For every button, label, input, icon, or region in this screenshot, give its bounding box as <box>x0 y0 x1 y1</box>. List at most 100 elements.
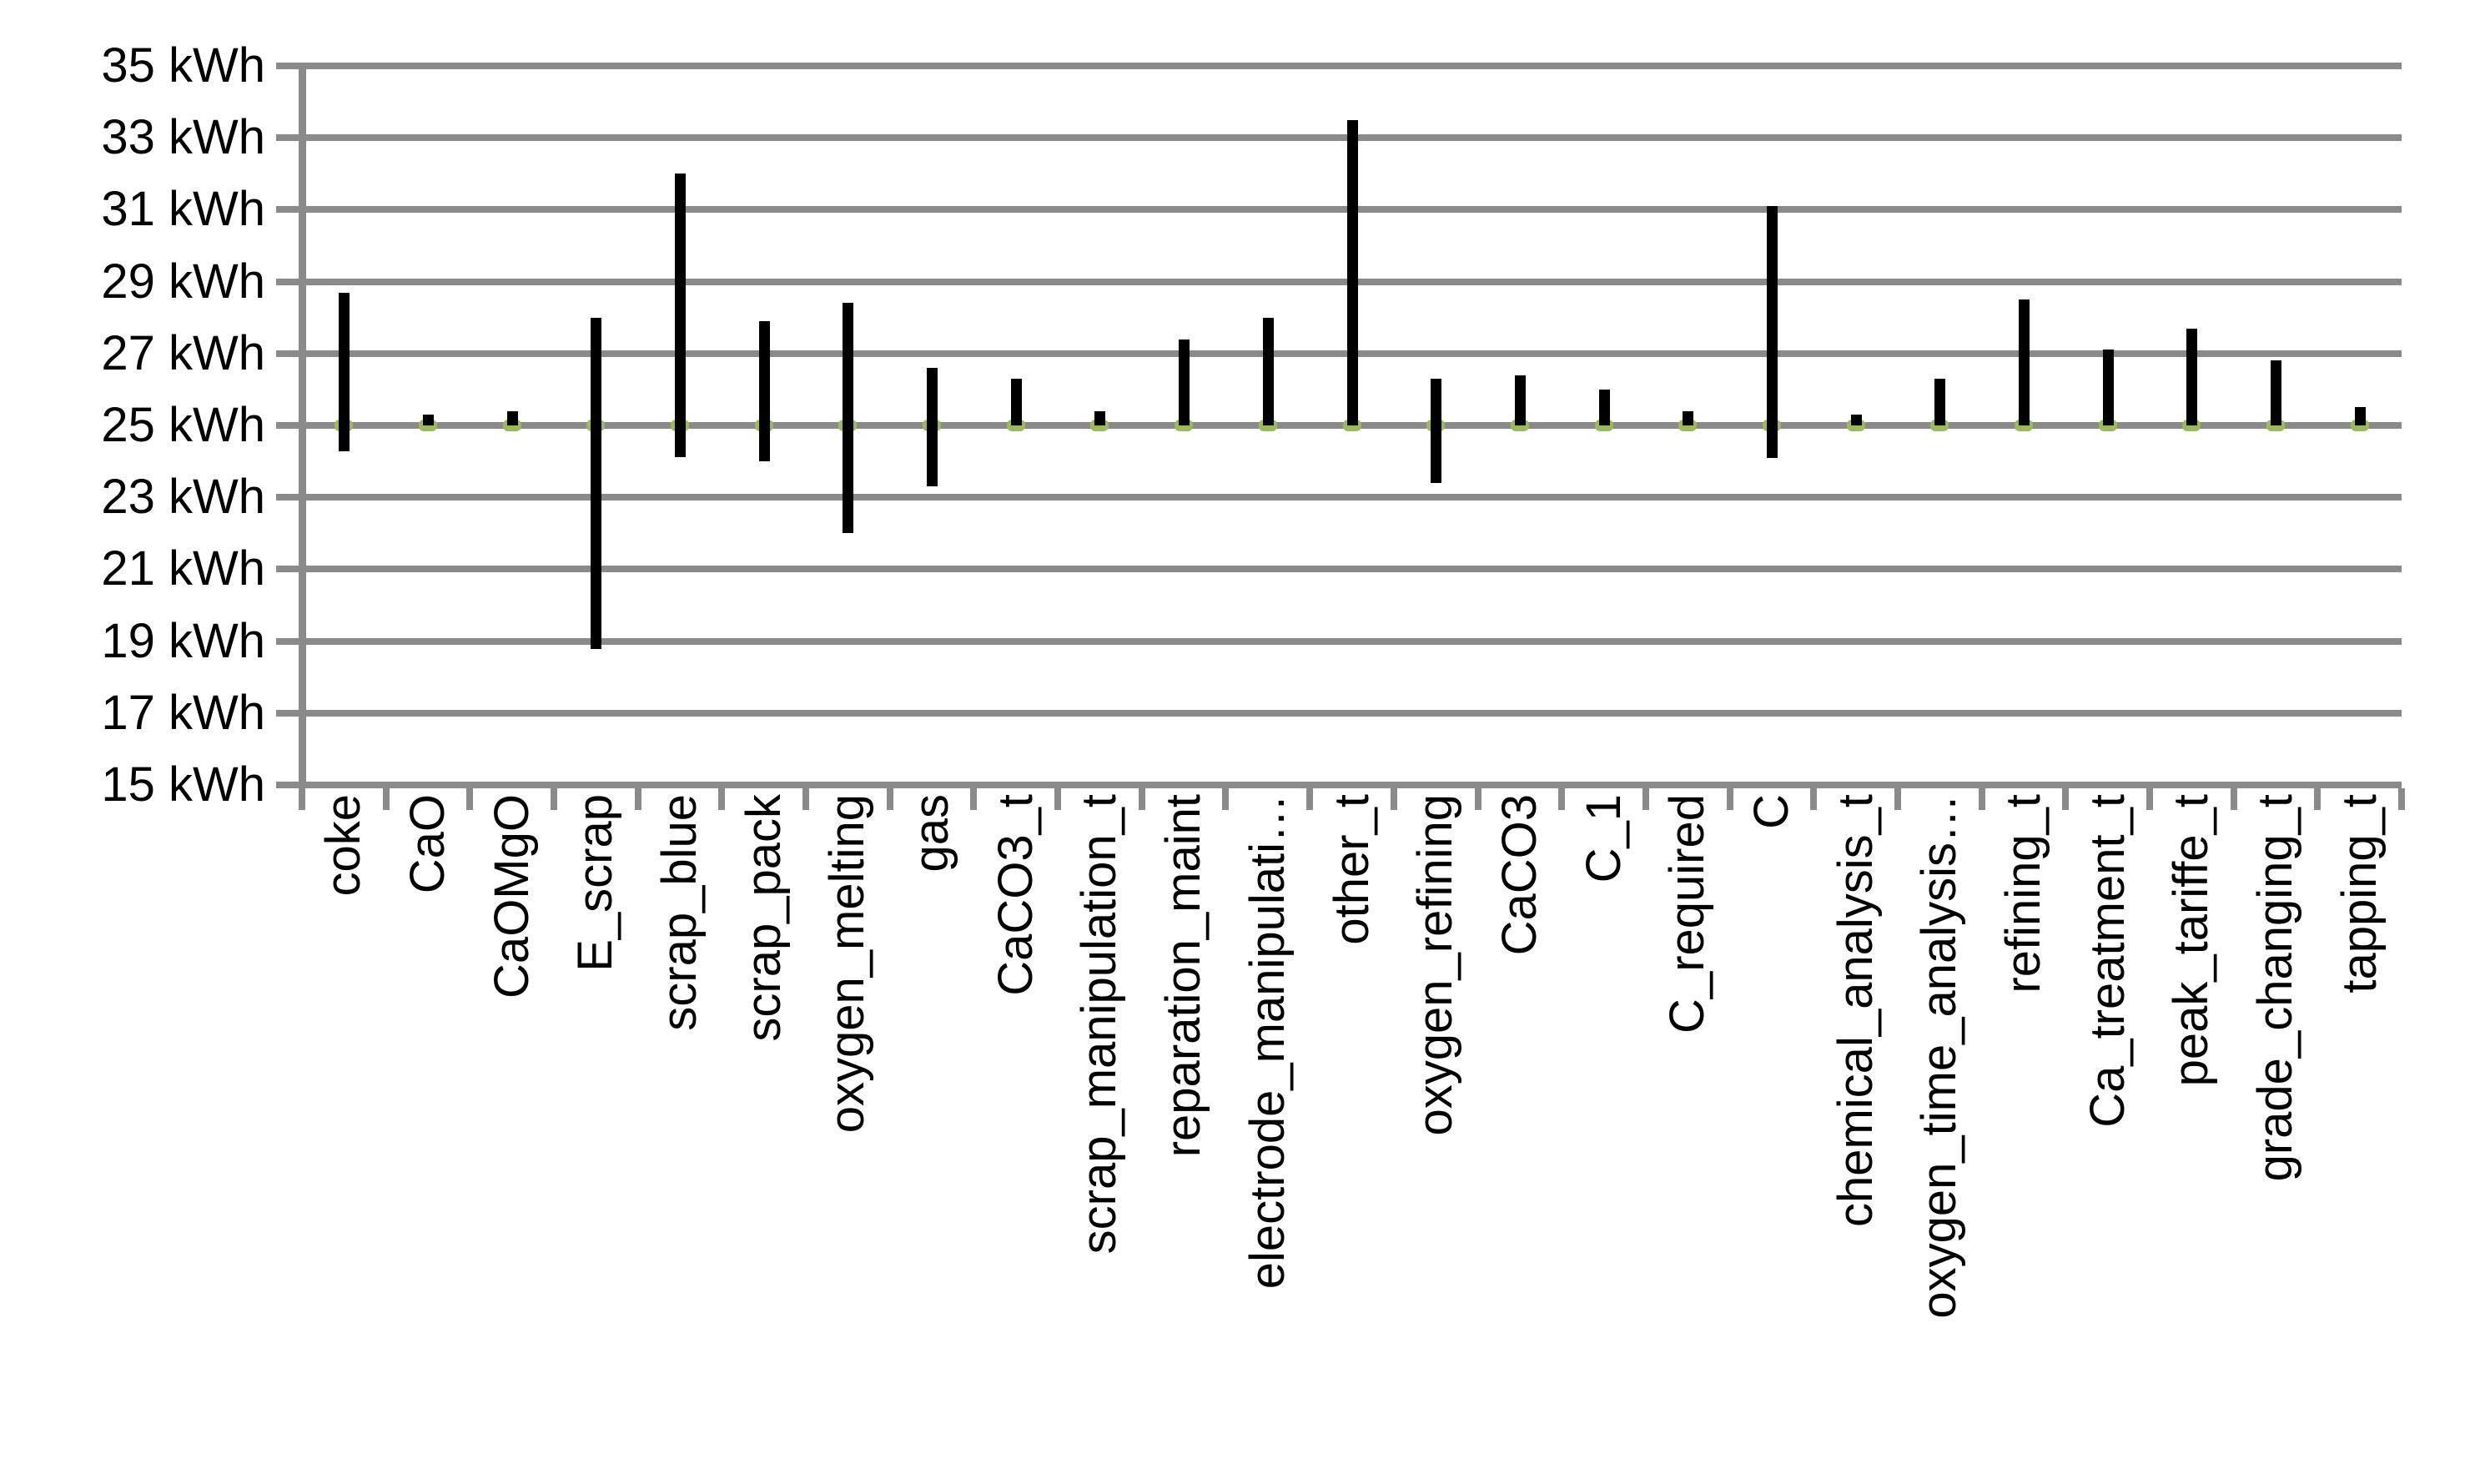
x-axis-label: grade_changing_t <box>2248 794 2302 1182</box>
x-axis-tick <box>1054 788 1061 810</box>
y-axis-label: 35 kWh <box>101 38 265 93</box>
y-axis-label: 33 kWh <box>101 110 265 164</box>
x-axis-label: refining_t <box>1996 794 2050 994</box>
x-axis-tick <box>718 788 725 810</box>
y-axis-tick <box>276 279 302 285</box>
hilo-bar <box>1515 375 1526 425</box>
x-axis-label: E_scrap <box>568 794 622 972</box>
y-axis-label: 17 kWh <box>101 686 265 740</box>
hilo-bar <box>423 415 434 425</box>
hilo-bar <box>1851 415 1862 425</box>
y-axis-label: 31 kWh <box>101 182 265 236</box>
x-axis-tick <box>970 788 977 810</box>
y-axis-label: 15 kWh <box>101 757 265 812</box>
x-axis-tick <box>887 788 893 810</box>
x-axis-tick <box>2062 788 2069 810</box>
x-axis-tick <box>802 788 809 810</box>
x-axis-tick <box>551 788 557 810</box>
x-axis-tick <box>1391 788 1397 810</box>
y-axis-line <box>299 63 306 788</box>
hilo-bar <box>2019 299 2030 425</box>
y-axis-label: 25 kWh <box>101 398 265 452</box>
x-axis-label: scrap_pack <box>737 794 791 1042</box>
hilo-bar <box>1934 379 1945 425</box>
hilo-bar <box>1011 379 1022 425</box>
hilo-bar <box>843 303 853 533</box>
gridline <box>295 710 2402 717</box>
x-axis-label: chemical_analysis_t <box>1829 794 1883 1228</box>
hilo-bar <box>507 411 518 425</box>
hilo-bar <box>1094 411 1105 425</box>
x-axis-tick <box>1558 788 1565 810</box>
gridline <box>295 494 2402 501</box>
x-axis-tick <box>2231 788 2237 810</box>
y-axis-label: 29 kWh <box>101 254 265 309</box>
x-axis-tick <box>2146 788 2153 810</box>
x-axis-tick <box>1727 788 1733 810</box>
y-axis-tick <box>276 134 302 141</box>
y-axis-tick <box>276 782 302 788</box>
x-axis-tick <box>1139 788 1145 810</box>
x-axis-label: CaCO3_t <box>988 794 1043 996</box>
hilo-bar <box>2271 360 2281 425</box>
x-axis-label: CaO <box>400 794 455 894</box>
x-axis-label: peak_tariffe_t <box>2164 794 2218 1087</box>
x-axis-tick <box>466 788 473 810</box>
y-axis-label: 21 kWh <box>101 541 265 596</box>
x-axis-tick <box>1810 788 1817 810</box>
y-axis-tick <box>276 350 302 357</box>
hilo-bar <box>339 293 350 451</box>
x-axis-label: scrap_blue <box>652 794 707 1031</box>
gridline <box>295 638 2402 645</box>
x-axis-label: tapping_t <box>2332 794 2387 994</box>
x-axis-tick <box>2398 788 2405 810</box>
x-axis-label: oxygen_melting <box>820 794 874 1134</box>
hilo-bar <box>591 318 601 649</box>
y-axis-label: 23 kWh <box>101 470 265 524</box>
x-axis-tick <box>1306 788 1313 810</box>
x-axis-label: oxygen_refining <box>1408 794 1462 1136</box>
hilo-bar <box>1431 379 1441 483</box>
x-axis-tick <box>1894 788 1901 810</box>
x-axis-label: C_required <box>1660 794 1714 1034</box>
gridline <box>295 566 2402 572</box>
x-axis-label: coke <box>316 794 370 897</box>
x-axis-tick <box>1222 788 1229 810</box>
x-axis-tick <box>1475 788 1481 810</box>
x-axis-tick <box>635 788 641 810</box>
y-axis-tick <box>276 63 302 69</box>
x-axis-tick <box>2314 788 2321 810</box>
x-axis-label: other_t <box>1325 794 1379 945</box>
hilo-bar <box>927 368 938 486</box>
hilo-bar <box>1347 120 1358 425</box>
x-axis-tick <box>1979 788 1985 810</box>
y-axis-tick <box>276 566 302 572</box>
x-axis-label: reparation_maint <box>1156 794 1210 1158</box>
hilo-bar <box>1599 390 1610 425</box>
hilo-bar <box>675 174 686 457</box>
y-axis-tick <box>276 494 302 501</box>
x-axis-label: C_1 <box>1577 794 1631 883</box>
hilo-bar <box>2355 407 2366 425</box>
y-axis-tick <box>276 422 302 429</box>
x-axis-label: gas <box>904 794 958 873</box>
gridline <box>295 63 2402 69</box>
gridline <box>295 782 2402 788</box>
x-axis-label: scrap_manipulation_t <box>1072 794 1126 1255</box>
hilo-bar <box>1767 206 1778 458</box>
x-axis-tick <box>299 788 305 810</box>
x-axis-tick <box>383 788 390 810</box>
x-axis-label: electrode_manipulati… <box>1240 794 1295 1290</box>
y-axis-tick <box>276 638 302 645</box>
hilo-bar <box>2103 350 2114 425</box>
x-axis-tick <box>1642 788 1649 810</box>
y-axis-label: 19 kWh <box>101 614 265 668</box>
hilo-bar <box>1683 411 1693 425</box>
x-axis-label: CaOMgO <box>485 794 539 999</box>
x-axis-label: Ca_treatment_t <box>2080 794 2135 1128</box>
y-axis-tick <box>276 710 302 717</box>
hilo-bar <box>2186 329 2197 425</box>
x-axis-label: C <box>1744 794 1798 829</box>
x-axis-label: CaCO3 <box>1492 794 1547 956</box>
